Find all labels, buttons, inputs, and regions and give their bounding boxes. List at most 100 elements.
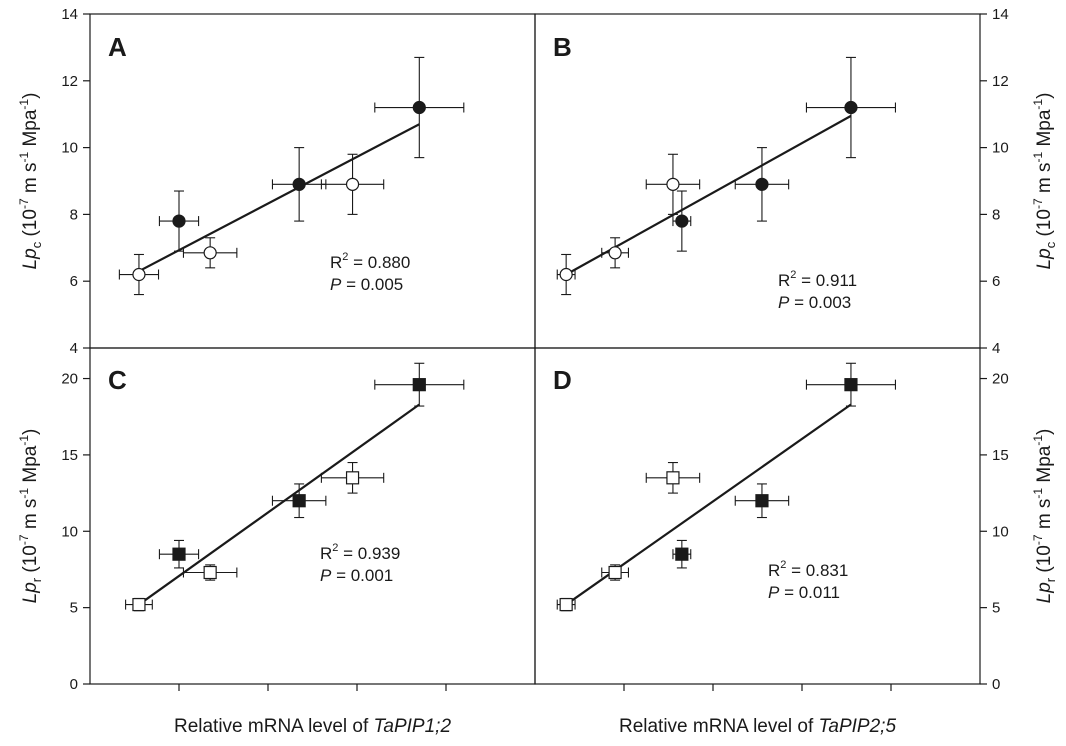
y-tick-label: 10 [61, 140, 78, 157]
y-label-exp: -1 [1031, 151, 1045, 162]
r-squared-label: R2 = 0.880 [330, 251, 410, 272]
r2-superscript: 2 [342, 251, 348, 263]
data-point [601, 564, 630, 581]
filled-square-marker [412, 378, 426, 392]
data-point [158, 190, 200, 252]
filled-square-marker [755, 494, 769, 508]
r-squared-label: R2 = 0.939 [320, 542, 400, 563]
open-square-marker [559, 597, 573, 612]
y-label-exp: -7 [17, 198, 31, 209]
y-axis-label: Lpc (10-7 m s-1 Mpa-1) [1031, 93, 1058, 270]
y-label-unit: m s [20, 499, 41, 535]
y-label-unit: (10 [1034, 209, 1055, 242]
regression-line [138, 123, 420, 273]
y-tick-label: 15 [992, 447, 1009, 464]
data-point [320, 153, 385, 215]
y-label-unit: Mpa [1034, 445, 1055, 488]
p-letter: P [330, 275, 342, 294]
y-label-exp: -1 [17, 488, 31, 499]
data-point [182, 564, 238, 581]
y-label-exp: -7 [17, 534, 31, 545]
y-tick-label: 5 [70, 600, 78, 617]
y-tick-label: 14 [992, 6, 1009, 23]
x-label-gene: TaPIP1;2 [374, 716, 452, 737]
y-label-unit: ) [1034, 93, 1055, 99]
data-point [125, 597, 153, 612]
r-squared-label: R2 = 0.831 [768, 559, 848, 580]
y-label-exp: -1 [17, 435, 31, 446]
data-point [556, 253, 576, 296]
filled-circle-marker [844, 100, 858, 115]
open-circle-marker [203, 246, 217, 260]
p-value: = 0.001 [331, 566, 393, 585]
data-point [672, 539, 692, 569]
open-square-marker [203, 565, 217, 580]
r2-letter: R [320, 544, 332, 563]
filled-circle-marker [172, 214, 186, 228]
data-point [118, 253, 160, 296]
y-label-exp: -1 [17, 151, 31, 162]
panel-a: 4 6 8 10 12 14 A R2 = 0.880 P = 0.005 Lpc (10-7 m… [17, 6, 536, 357]
r2-value: = 0.911 [796, 271, 857, 290]
x-label-prefix: Relative mRNA level of [619, 716, 819, 737]
y-tick-label: 14 [61, 6, 78, 23]
y-tick-label: 10 [992, 140, 1009, 157]
r2-value: = 0.831 [786, 561, 848, 580]
y-label-sub: c [1043, 241, 1058, 248]
open-square-marker [132, 597, 146, 612]
data-point [556, 597, 576, 612]
data-point [645, 153, 701, 215]
filled-circle-marker [675, 214, 689, 228]
data-point [374, 56, 465, 159]
data-point [374, 362, 465, 407]
y-tick-label: 10 [61, 523, 78, 540]
data-point [734, 483, 790, 519]
p-letter: P [768, 583, 780, 602]
y-label-sub: r [1043, 577, 1058, 582]
y-tick-label: 20 [992, 371, 1009, 388]
open-circle-marker [666, 177, 680, 191]
p-value-label: P = 0.005 [330, 275, 403, 294]
y-tick-label: 8 [70, 206, 78, 223]
y-label-unit: ) [20, 429, 41, 435]
data-point [672, 190, 692, 252]
p-letter: P [320, 566, 332, 585]
panel-frame [89, 347, 536, 685]
y-tick-label: 12 [61, 73, 78, 90]
r2-superscript: 2 [332, 542, 338, 554]
p-value: = 0.003 [789, 293, 851, 312]
filled-square-marker [675, 547, 689, 561]
panel-letter: D [553, 365, 572, 395]
data-point [805, 362, 897, 407]
y-axis-label: Lpc (10-7 m s-1 Mpa-1) [17, 93, 44, 270]
x-axis-label: Relative mRNA level of TaPIP1;2 [174, 716, 451, 737]
y-label-unit: Mpa [20, 109, 41, 152]
r2-superscript: 2 [780, 559, 786, 571]
y-label-exp: -7 [1031, 534, 1045, 545]
filled-circle-marker [412, 100, 426, 115]
open-circle-marker [559, 267, 573, 282]
p-value-label: P = 0.001 [320, 566, 393, 585]
panel-letter: B [553, 32, 572, 62]
y-tick-label: 6 [992, 273, 1000, 290]
panel-b: 4 6 8 10 12 14 B R2 = 0.911 P = 0.003 Lpc (10-7 m… [534, 6, 1058, 357]
panel-d: 0 5 10 15 20 D R2 = 0.831 P = 0.011 Lpr (10-7 m … [534, 347, 1058, 737]
y-label-unit: (10 [1034, 545, 1055, 578]
p-value: = 0.011 [779, 583, 840, 602]
y-label-sub: c [29, 241, 44, 248]
panel-c: 0 5 10 15 20 C R2 = 0.939 P = 0.001 Lpr (10-7 m … [17, 347, 536, 737]
y-label-unit: Mpa [1034, 109, 1055, 152]
y-tick-label: 4 [992, 340, 1000, 357]
p-value-label: P = 0.003 [778, 293, 851, 312]
y-label-unit: (10 [20, 209, 41, 242]
y-tick-label: 8 [992, 206, 1000, 223]
open-circle-marker [345, 177, 360, 191]
y-label-exp: -1 [17, 99, 31, 110]
panel-letter: C [108, 365, 127, 395]
r2-letter: R [330, 253, 342, 272]
y-tick-label: 15 [61, 447, 78, 464]
y-tick-label: 4 [70, 340, 78, 357]
open-circle-marker [608, 246, 622, 260]
data-point [601, 237, 630, 269]
y-label-sub: r [29, 577, 44, 582]
